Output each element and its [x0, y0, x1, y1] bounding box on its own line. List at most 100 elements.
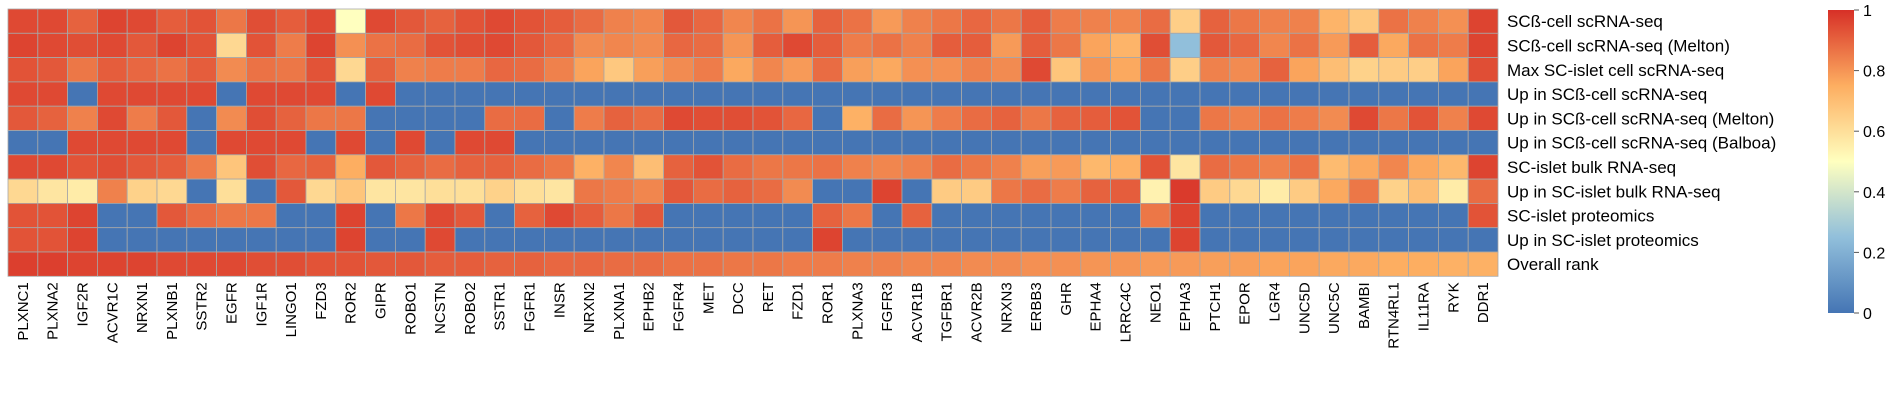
- heatmap-cell: [901, 8, 933, 34]
- heatmap-cell: [484, 105, 515, 131]
- heatmap-cell: [573, 154, 605, 180]
- heatmap-cell: [1318, 81, 1350, 107]
- heatmap-cell: [544, 8, 575, 34]
- row-label: SCß-cell scRNA-seq: [1507, 12, 1663, 31]
- heatmap-cell: [961, 130, 992, 156]
- heatmap-cell: [1259, 130, 1290, 156]
- heatmap-cell: [633, 251, 664, 277]
- heatmap-cell: [1140, 227, 1171, 253]
- heatmap-cell: [1140, 202, 1171, 229]
- heatmap-cell: [544, 32, 575, 58]
- heatmap-cell: [722, 81, 754, 107]
- heatmap-cell: [1110, 105, 1141, 131]
- heatmap-cell: [1169, 81, 1201, 107]
- heatmap-cell: [1348, 8, 1380, 34]
- heatmap-cell: [663, 178, 694, 204]
- heatmap-cell: [871, 57, 903, 83]
- row-label: Up in SC-islet bulk RNA-seq: [1507, 182, 1721, 201]
- heatmap-cell: [245, 105, 277, 131]
- heatmap-cell: [663, 32, 694, 58]
- heatmap-cell: [842, 154, 873, 180]
- heatmap-cell: [1259, 178, 1290, 204]
- heatmap-cell: [812, 81, 843, 107]
- heatmap-cell: [424, 154, 456, 180]
- heatmap-cell: [1050, 154, 1082, 180]
- heatmap-cell: [693, 154, 724, 180]
- heatmap-cell: [812, 178, 843, 204]
- heatmap-cell: [37, 227, 68, 253]
- heatmap-cell: [275, 105, 307, 131]
- heatmap-cell: [1050, 251, 1082, 277]
- heatmap-cell: [1229, 227, 1261, 253]
- heatmap-cell: [782, 154, 813, 180]
- column-label: UNC5C: [1326, 282, 1343, 334]
- heatmap-cell: [156, 32, 188, 58]
- heatmap-cell: [37, 154, 68, 180]
- heatmap-cell: [693, 251, 724, 277]
- heatmap-cell: [961, 154, 992, 180]
- heatmap-cell: [573, 57, 605, 83]
- heatmap-cell: [842, 105, 873, 131]
- heatmap-cell: [544, 57, 575, 83]
- heatmap-cell: [1467, 178, 1499, 204]
- row-label: Up in SCß-cell scRNA-seq (Balboa): [1507, 134, 1776, 153]
- heatmap-cell: [931, 251, 962, 277]
- heatmap-cell: [424, 105, 456, 131]
- heatmap-cell: [931, 202, 962, 229]
- heatmap-cell: [454, 202, 486, 229]
- heatmap-cell: [633, 81, 664, 107]
- heatmap-cell: [245, 32, 277, 58]
- heatmap-cell: [335, 57, 366, 83]
- heatmap-cell: [424, 130, 456, 156]
- heatmap-cell: [454, 178, 486, 204]
- heatmap-cell: [156, 105, 188, 131]
- heatmap-cell: [126, 251, 158, 277]
- heatmap-cell: [7, 251, 39, 277]
- heatmap-cell: [394, 251, 426, 277]
- heatmap-cell: [931, 57, 962, 83]
- column-label: PLXNC1: [15, 282, 32, 340]
- heatmap-cell: [782, 178, 813, 204]
- heatmap-cell: [1378, 251, 1410, 277]
- heatmap-cell: [305, 105, 337, 131]
- heatmap-cell: [1408, 227, 1439, 253]
- heatmap-cell: [186, 154, 218, 180]
- heatmap-cell: [7, 81, 39, 107]
- heatmap-cell: [842, 81, 873, 107]
- heatmap-cell: [1169, 105, 1201, 131]
- heatmap-cell: [186, 251, 218, 277]
- heatmap-cell: [1259, 154, 1290, 180]
- heatmap-cell: [156, 251, 188, 277]
- heatmap-cell: [37, 202, 68, 229]
- heatmap-cell: [305, 227, 337, 253]
- heatmap-cell: [991, 105, 1022, 131]
- heatmap-cell: [1199, 154, 1231, 180]
- heatmap-cell: [186, 202, 218, 229]
- heatmap-cell: [991, 178, 1022, 204]
- row-label: SC-islet proteomics: [1507, 207, 1654, 226]
- heatmap-cell: [37, 105, 68, 131]
- heatmap-cell: [365, 81, 396, 107]
- heatmap-cell: [1378, 57, 1410, 83]
- heatmap-cell: [1348, 105, 1380, 131]
- heatmap-cell: [335, 251, 366, 277]
- heatmap-cell: [871, 81, 903, 107]
- column-label: FGFR4: [671, 282, 688, 331]
- heatmap-cell: [484, 130, 515, 156]
- heatmap-cell: [693, 81, 724, 107]
- heatmap-cell: [633, 8, 664, 34]
- heatmap-cell: [722, 202, 754, 229]
- colorbar-tick-label: 1: [1863, 3, 1872, 20]
- heatmap-cell: [901, 251, 933, 277]
- heatmap-cell: [1020, 8, 1052, 34]
- heatmap-cell: [216, 130, 247, 156]
- heatmap-cell: [67, 130, 98, 156]
- row-label: SC-islet bulk RNA-seq: [1507, 158, 1676, 177]
- heatmap-cell: [1318, 178, 1350, 204]
- heatmap-cell: [1199, 178, 1231, 204]
- heatmap-cell: [1408, 130, 1439, 156]
- heatmap-cell: [37, 32, 68, 58]
- heatmap-cell: [961, 105, 992, 131]
- heatmap-cell: [991, 32, 1022, 58]
- colorbar-tick-label: 0: [1863, 306, 1872, 323]
